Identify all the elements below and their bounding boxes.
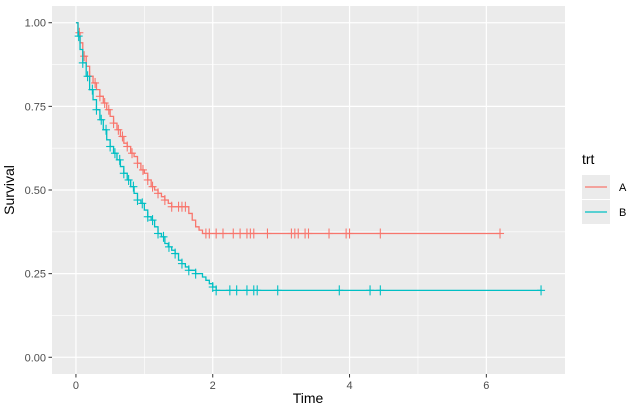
censor-mark <box>83 71 92 82</box>
censor-mark <box>184 265 193 276</box>
censor-mark <box>249 228 258 239</box>
x-tick-label: 6 <box>483 380 489 392</box>
censor-mark <box>232 285 241 296</box>
legend-title: trt <box>582 151 595 167</box>
legend-label-B: B <box>619 207 626 219</box>
series-layer <box>74 22 546 296</box>
censor-mark <box>376 285 385 296</box>
censor-mark <box>159 231 168 242</box>
y-tick-label: 0.25 <box>25 269 46 281</box>
series-A <box>75 22 505 239</box>
censor-mark <box>143 211 152 222</box>
censor-mark <box>88 84 97 95</box>
x-axis-label: Time <box>293 390 324 406</box>
censor-mark <box>114 124 123 135</box>
censor-mark <box>97 114 106 125</box>
censor-mark <box>219 228 227 239</box>
legend-key-B <box>582 200 610 224</box>
censor-mark <box>154 228 163 239</box>
censor-mark <box>138 164 147 175</box>
censor-mark <box>104 104 113 115</box>
censor-mark <box>294 228 303 239</box>
x-tick-label: 0 <box>73 380 79 392</box>
censor-mark <box>95 91 104 102</box>
censor-mark <box>80 51 89 62</box>
censor-mark <box>263 228 272 239</box>
censor-mark <box>304 228 313 239</box>
censor-mark <box>160 195 169 206</box>
censor-mark <box>133 158 142 169</box>
censor-mark <box>191 268 200 279</box>
censor-mark <box>376 228 385 239</box>
series-B <box>74 22 546 296</box>
censor-mark <box>148 215 157 226</box>
censor-mark <box>119 168 128 179</box>
x-tick-label: 2 <box>210 380 216 392</box>
censor-mark <box>253 285 262 296</box>
censor-mark <box>242 285 251 296</box>
censor-mark <box>118 131 127 142</box>
censor-mark <box>106 141 115 152</box>
censor-mark <box>129 181 138 192</box>
legend: trt AB <box>582 151 627 224</box>
censor-mark <box>273 285 282 296</box>
censor-mark <box>167 201 176 212</box>
censor-mark <box>171 248 180 259</box>
censor-mark <box>335 285 344 296</box>
censor-mark <box>78 57 87 68</box>
censor-mark <box>205 228 214 239</box>
censor-mark <box>154 188 163 199</box>
censor-mark <box>212 228 221 239</box>
legend-key-A <box>582 175 610 199</box>
censor-mark <box>124 174 133 185</box>
censor-mark <box>537 285 546 296</box>
censor-mark <box>366 285 375 296</box>
censor-mark <box>123 141 132 152</box>
censor-mark <box>164 241 173 252</box>
censor-mark <box>92 104 101 115</box>
censor-mark <box>74 31 83 42</box>
y-tick-label: 1.00 <box>25 18 46 30</box>
censor-mark <box>143 174 152 185</box>
y-tick-label: 0.50 <box>25 185 46 197</box>
y-tick-label: 0.75 <box>25 101 46 113</box>
censor-mark <box>496 228 505 239</box>
censor-mark <box>325 228 334 239</box>
legend-label-A: A <box>619 182 627 194</box>
x-tick-label: 4 <box>346 380 352 392</box>
censor-mark <box>100 98 109 109</box>
censor-mark <box>110 148 119 159</box>
censor-mark <box>138 198 147 209</box>
censor-mark <box>128 148 137 159</box>
censor-mark <box>102 124 111 135</box>
censor-mark <box>91 77 100 88</box>
censor-mark <box>229 228 238 239</box>
y-axis-label: Survival <box>1 165 17 215</box>
censor-mark <box>109 118 118 129</box>
censor-mark <box>177 258 186 269</box>
grid-layer <box>52 6 565 374</box>
censor-mark <box>148 181 157 192</box>
legend-keys: AB <box>582 175 627 224</box>
censor-mark <box>115 154 124 165</box>
censor-mark <box>236 228 245 239</box>
censor-mark <box>133 195 142 206</box>
y-tick-label: 0.00 <box>25 352 46 364</box>
censor-mark <box>225 285 234 296</box>
censor-mark <box>181 201 190 212</box>
censor-mark <box>345 228 354 239</box>
censor-mark <box>212 285 221 296</box>
axis-layer: 0 2 4 6 0.00 0.25 0.50 0.75 1.00 <box>25 18 490 392</box>
